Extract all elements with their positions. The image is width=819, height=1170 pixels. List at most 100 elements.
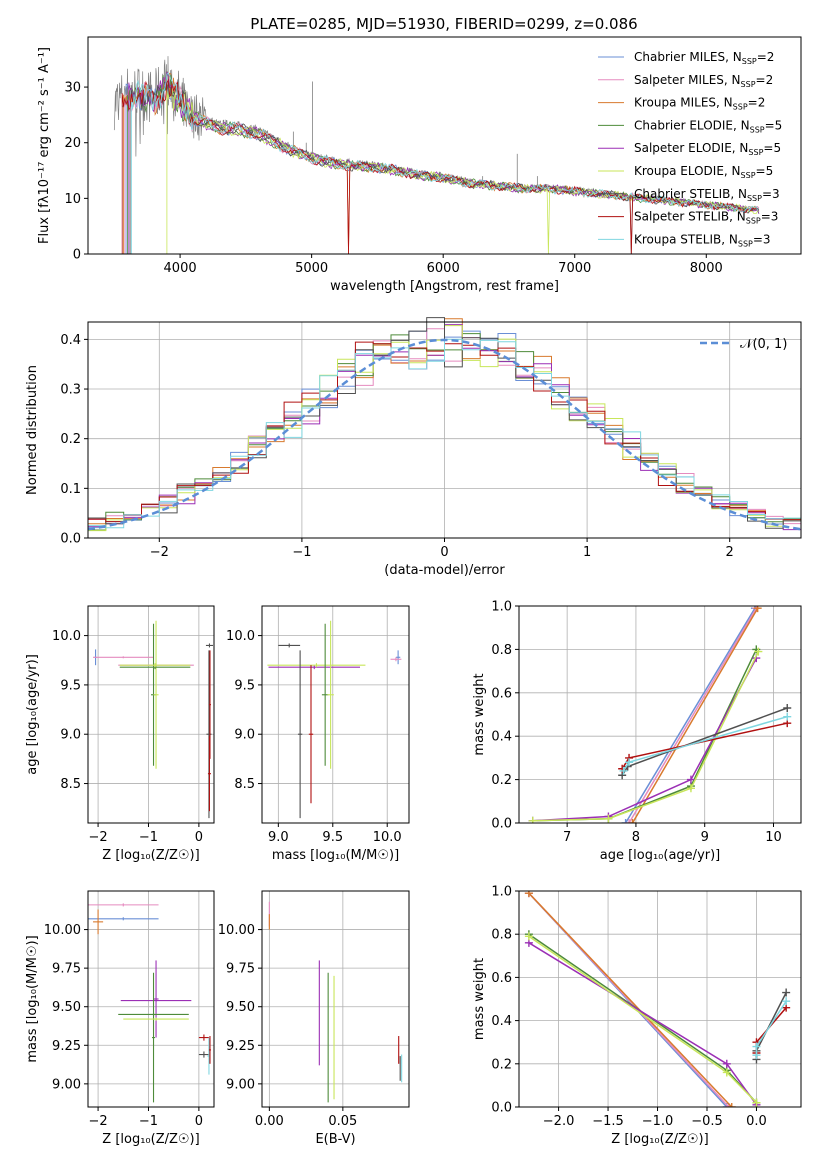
mass-weight-marker xyxy=(783,712,792,721)
y-tick-label: 0.0 xyxy=(491,1101,512,1116)
mass-weight-marker xyxy=(752,1051,761,1060)
x-axis-label: Z [log₁₀(Z/Z☉)] xyxy=(611,1132,708,1147)
mass-vs-metallicity-plot: −2 −1 0 9.00 9.25 9.50 9.75 10.00 Z [log₁₀(Z/Z☉)… xyxy=(25,890,215,1147)
y-axis-label: mass weight xyxy=(472,673,487,755)
legend-entry: Salpeter ELODIE, NSSP=5 xyxy=(634,141,781,157)
mass-weight-series-line xyxy=(532,651,760,822)
mass-weight-vs-metallicity-plot: −2.0 −1.5 −1.0 −0.5 0.0 0.0 0.2 0.4 0.6 0.8 1.0 Z [… xyxy=(472,885,802,1147)
x-tick-label: 9.0 xyxy=(268,830,289,845)
mass-weight-series-line xyxy=(622,715,788,772)
x-axis-label: Z [log₁₀(Z/Z☉)] xyxy=(102,1132,199,1147)
x-tick-label: −2 xyxy=(150,545,169,560)
errorbar-point xyxy=(153,960,159,1038)
x-tick-label: −2 xyxy=(88,830,107,845)
mass-weight-marker xyxy=(625,758,634,767)
errorbar-point xyxy=(267,663,366,668)
mass-weight-series-line xyxy=(528,942,758,1106)
legend-entry: Chabrier STELIB, NSSP=3 xyxy=(634,187,780,203)
y-tick-label: 0.2 xyxy=(60,432,81,447)
y-tick-label: 0.3 xyxy=(60,383,81,398)
errorbar-point xyxy=(395,650,401,665)
y-tick-label: 0.4 xyxy=(491,1014,512,1029)
mass-weight-marker xyxy=(782,988,791,997)
x-tick-label: 2 xyxy=(726,545,734,560)
errorbar-point xyxy=(119,663,191,668)
x-tick-label: 0.0 xyxy=(746,1114,767,1129)
mass-weight-marker xyxy=(619,766,628,775)
y-tick-label: 0.1 xyxy=(60,482,81,497)
mass-weight-marker xyxy=(686,775,695,784)
legend-entry: 𝒩(0, 1) xyxy=(740,337,787,352)
x-tick-label: −1.0 xyxy=(642,1114,674,1129)
mass-weight-marker xyxy=(524,932,533,941)
x-tick-label: 0 xyxy=(440,545,448,560)
x-tick-label: 0 xyxy=(195,830,203,845)
mass-weight-marker xyxy=(686,784,695,793)
errorbar-point xyxy=(278,643,301,648)
y-tick-label: 9.5 xyxy=(234,678,255,693)
y-tick-label: 8.5 xyxy=(60,777,81,792)
mass-weight-marker xyxy=(754,647,763,656)
y-tick-label: 9.0 xyxy=(234,728,255,743)
mass-weight-marker xyxy=(782,997,791,1006)
x-tick-label: 8000 xyxy=(690,261,723,276)
errorbar-point xyxy=(88,903,159,907)
x-axis-label: (data-model)/error xyxy=(384,563,505,578)
y-axis-label: mass weight xyxy=(472,958,487,1040)
mass-weight-series-line xyxy=(631,607,759,823)
mass-weight-marker xyxy=(722,1068,731,1077)
errorbar-point xyxy=(123,1017,189,1021)
mass-weight-marker xyxy=(604,814,613,823)
legend-entry: Chabrier ELODIE, NSSP=5 xyxy=(634,118,782,134)
x-axis-label: wavelength [Angstrom, rest frame] xyxy=(330,279,559,294)
x-tick-label: 0.05 xyxy=(328,1114,357,1129)
y-tick-label: 9.5 xyxy=(60,678,81,693)
errorbar-point xyxy=(153,620,159,769)
series-layer xyxy=(524,891,791,1107)
y-tick-label: 0.8 xyxy=(491,643,512,658)
mass-weight-marker xyxy=(727,1103,736,1107)
model-spectrum-line xyxy=(121,78,760,254)
mass-weight-marker xyxy=(621,819,630,823)
y-tick-label: 0.2 xyxy=(491,1057,512,1072)
spectrum-lines xyxy=(113,56,760,254)
y-axis-label: Flux [fλ10⁻¹⁷ erg cm⁻² s⁻¹ A⁻¹] xyxy=(37,47,52,244)
y-tick-label: 0 xyxy=(73,248,81,263)
y-tick-label: 9.25 xyxy=(52,1039,81,1054)
y-tick-label: 10.0 xyxy=(52,629,81,644)
y-tick-label: 9.0 xyxy=(60,728,81,743)
mass-weight-series-line xyxy=(755,1000,787,1056)
y-tick-label: 1.0 xyxy=(491,885,512,900)
mass-weight-series-line xyxy=(628,607,757,823)
y-tick-label: 1.0 xyxy=(491,600,512,615)
legend-entry: Salpeter MILES, NSSP=2 xyxy=(634,73,773,89)
y-axis-label: Normed distribution xyxy=(25,365,40,495)
x-tick-label: 8 xyxy=(632,830,640,845)
x-tick-label: 1 xyxy=(583,545,591,560)
y-axis-label: age [log₁₀(age/yr)] xyxy=(25,654,40,775)
axes-frame xyxy=(87,890,215,1108)
y-tick-label: 0.6 xyxy=(491,971,512,986)
legend-entry: Chabrier MILES, NSSP=2 xyxy=(634,50,774,66)
x-tick-label: −1 xyxy=(139,830,158,845)
mass-weight-marker xyxy=(722,1059,731,1068)
x-tick-label: −1.5 xyxy=(592,1114,624,1129)
x-tick-label: 10.0 xyxy=(373,830,402,845)
x-tick-label: 4000 xyxy=(164,261,197,276)
mass-weight-marker xyxy=(625,819,634,823)
errorbar-point xyxy=(198,1034,209,1041)
errorbar-point xyxy=(321,623,329,766)
x-axis-label: E(B-V) xyxy=(315,1132,355,1147)
errorbar-point xyxy=(268,665,360,670)
x-tick-label: −2.0 xyxy=(543,1114,575,1129)
y-tick-label: 30 xyxy=(64,81,81,96)
axes-frame xyxy=(518,890,802,1108)
x-tick-label: −1 xyxy=(139,1114,158,1129)
errorbar-point xyxy=(93,909,104,935)
y-tick-label: 20 xyxy=(64,136,81,151)
y-tick-label: 9.50 xyxy=(226,1000,255,1015)
mass-weight-vs-age-plot: 7 8 9 10 0.0 0.2 0.4 0.6 0.8 1.0 age [log₁₀(age/yr… xyxy=(472,600,802,863)
mass-weight-marker xyxy=(528,816,537,823)
y-tick-label: 0.4 xyxy=(60,333,81,348)
